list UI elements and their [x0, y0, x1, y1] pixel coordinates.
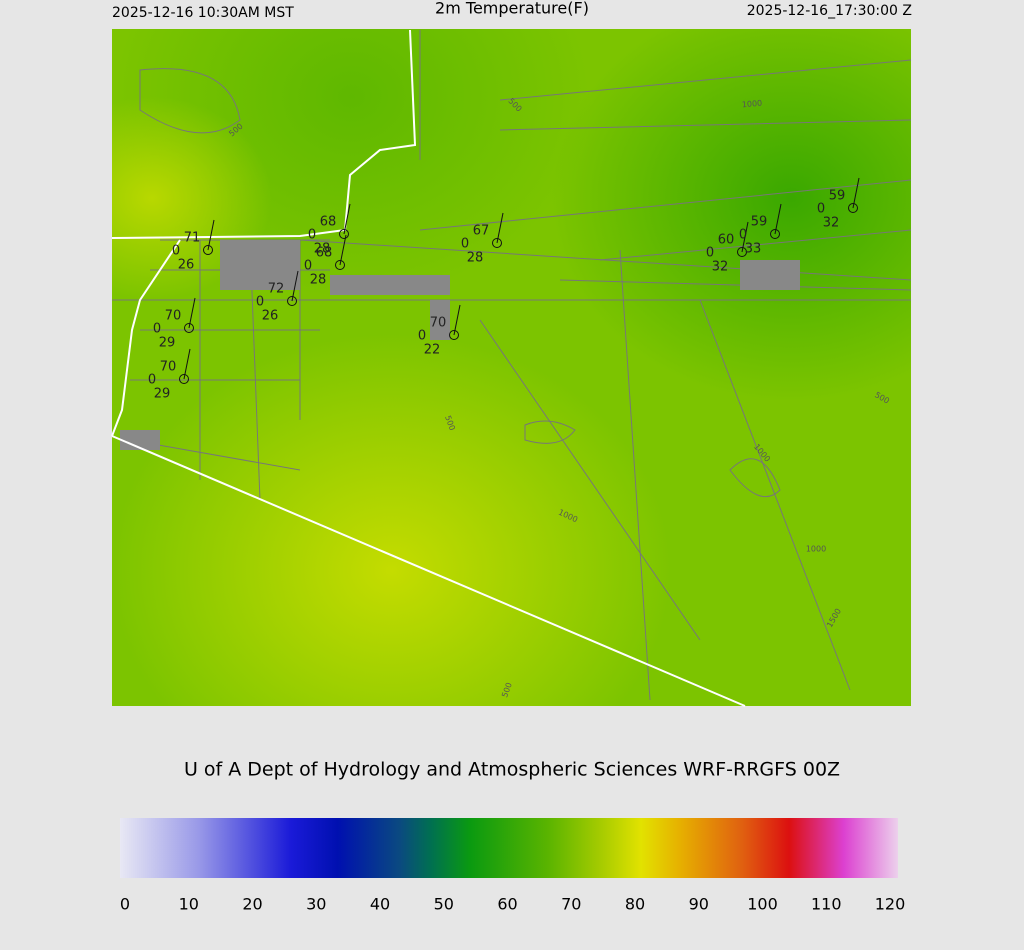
dewpoint: 32 [712, 260, 729, 275]
dewpoint: 26 [178, 258, 195, 273]
temperature: 70 [430, 316, 447, 331]
colorbar-ticks: 0 10 20 30 40 50 60 70 80 90 100 110 120 [120, 895, 905, 914]
dewpoint: 28 [467, 251, 484, 266]
temperature: 59 [829, 189, 846, 204]
station-circle [339, 229, 349, 239]
colorbar [120, 818, 898, 878]
wind-barb [774, 203, 782, 235]
map: 7102668028680287202670029700296702870022… [111, 29, 912, 707]
temperature: 59 [751, 215, 768, 230]
wind-speed: 0 [706, 246, 714, 261]
dewpoint: 29 [154, 387, 171, 402]
wind-speed: 0 [308, 228, 316, 243]
temperature: 71 [184, 231, 201, 246]
dewpoint: 28 [314, 242, 331, 257]
dewpoint: 28 [310, 273, 327, 288]
colorbar-tick-label: 20 [242, 895, 262, 914]
colorbar-tick-label: 120 [875, 895, 906, 914]
valid-local: 2025-12-16 10:30AM MST [112, 5, 294, 21]
contour-label: 1000 [806, 545, 826, 554]
temperature: 68 [320, 215, 337, 230]
wind-speed: 0 [418, 329, 426, 344]
station-circle [737, 247, 747, 257]
dewpoint: 22 [424, 343, 441, 358]
valid-utc: 2025-12-16_17:30:00 Z [747, 3, 912, 19]
temperature: 72 [268, 282, 285, 297]
wind-barb [741, 221, 749, 253]
colorbar-tick-label: 50 [434, 895, 454, 914]
dewpoint: 33 [745, 242, 762, 257]
wind-speed: 0 [153, 322, 161, 337]
wind-barb [852, 177, 860, 209]
wind-barb [339, 234, 347, 266]
wind-speed: 0 [739, 228, 747, 243]
colorbar-tick-label: 110 [811, 895, 842, 914]
wind-speed: 0 [461, 237, 469, 252]
map-title: 2m Temperature(F) [435, 0, 589, 18]
dewpoint: 32 [823, 216, 840, 231]
colorbar-tick-label: 80 [625, 895, 645, 914]
temperature: 70 [165, 309, 182, 324]
wind-speed: 0 [172, 244, 180, 259]
contour-label: 1000 [741, 99, 762, 110]
dewpoint: 26 [262, 309, 279, 324]
credit: U of A Dept of Hydrology and Atmospheric… [184, 759, 840, 781]
station-circle [770, 229, 780, 239]
wind-barb [291, 270, 299, 302]
wind-barb [343, 203, 351, 235]
dewpoint: 29 [159, 336, 176, 351]
station-circle [179, 374, 189, 384]
station-circle [203, 245, 213, 255]
colorbar-tick-label: 70 [561, 895, 581, 914]
colorbar-tick-label: 0 [120, 895, 130, 914]
station-plots: 7102668028680287202670029700296702870022… [148, 177, 860, 402]
wind-barb [188, 297, 196, 329]
station-circle [492, 238, 502, 248]
colorbar-tick-label: 30 [306, 895, 326, 914]
wind-barb [453, 304, 461, 336]
temperature: 70 [160, 360, 177, 375]
colorbar-tick-label: 90 [689, 895, 709, 914]
station-circle [287, 296, 297, 306]
colorbar-tick-label: 100 [747, 895, 778, 914]
wind-barb [183, 348, 191, 380]
station-circle [848, 203, 858, 213]
station-circle [184, 323, 194, 333]
station-circle [335, 260, 345, 270]
wind-speed: 0 [148, 373, 156, 388]
wind-speed: 0 [304, 259, 312, 274]
wind-speed: 0 [817, 202, 825, 217]
wind-barb [207, 219, 215, 251]
temperature: 68 [316, 246, 333, 261]
wind-speed: 0 [256, 295, 264, 310]
wind-barb [496, 212, 504, 244]
temperature: 67 [473, 224, 490, 239]
colorbar-tick-label: 40 [370, 895, 390, 914]
temperature: 60 [718, 233, 735, 248]
station-circle [449, 330, 459, 340]
colorbar-tick-label: 10 [179, 895, 199, 914]
colorbar-tick-label: 60 [497, 895, 517, 914]
